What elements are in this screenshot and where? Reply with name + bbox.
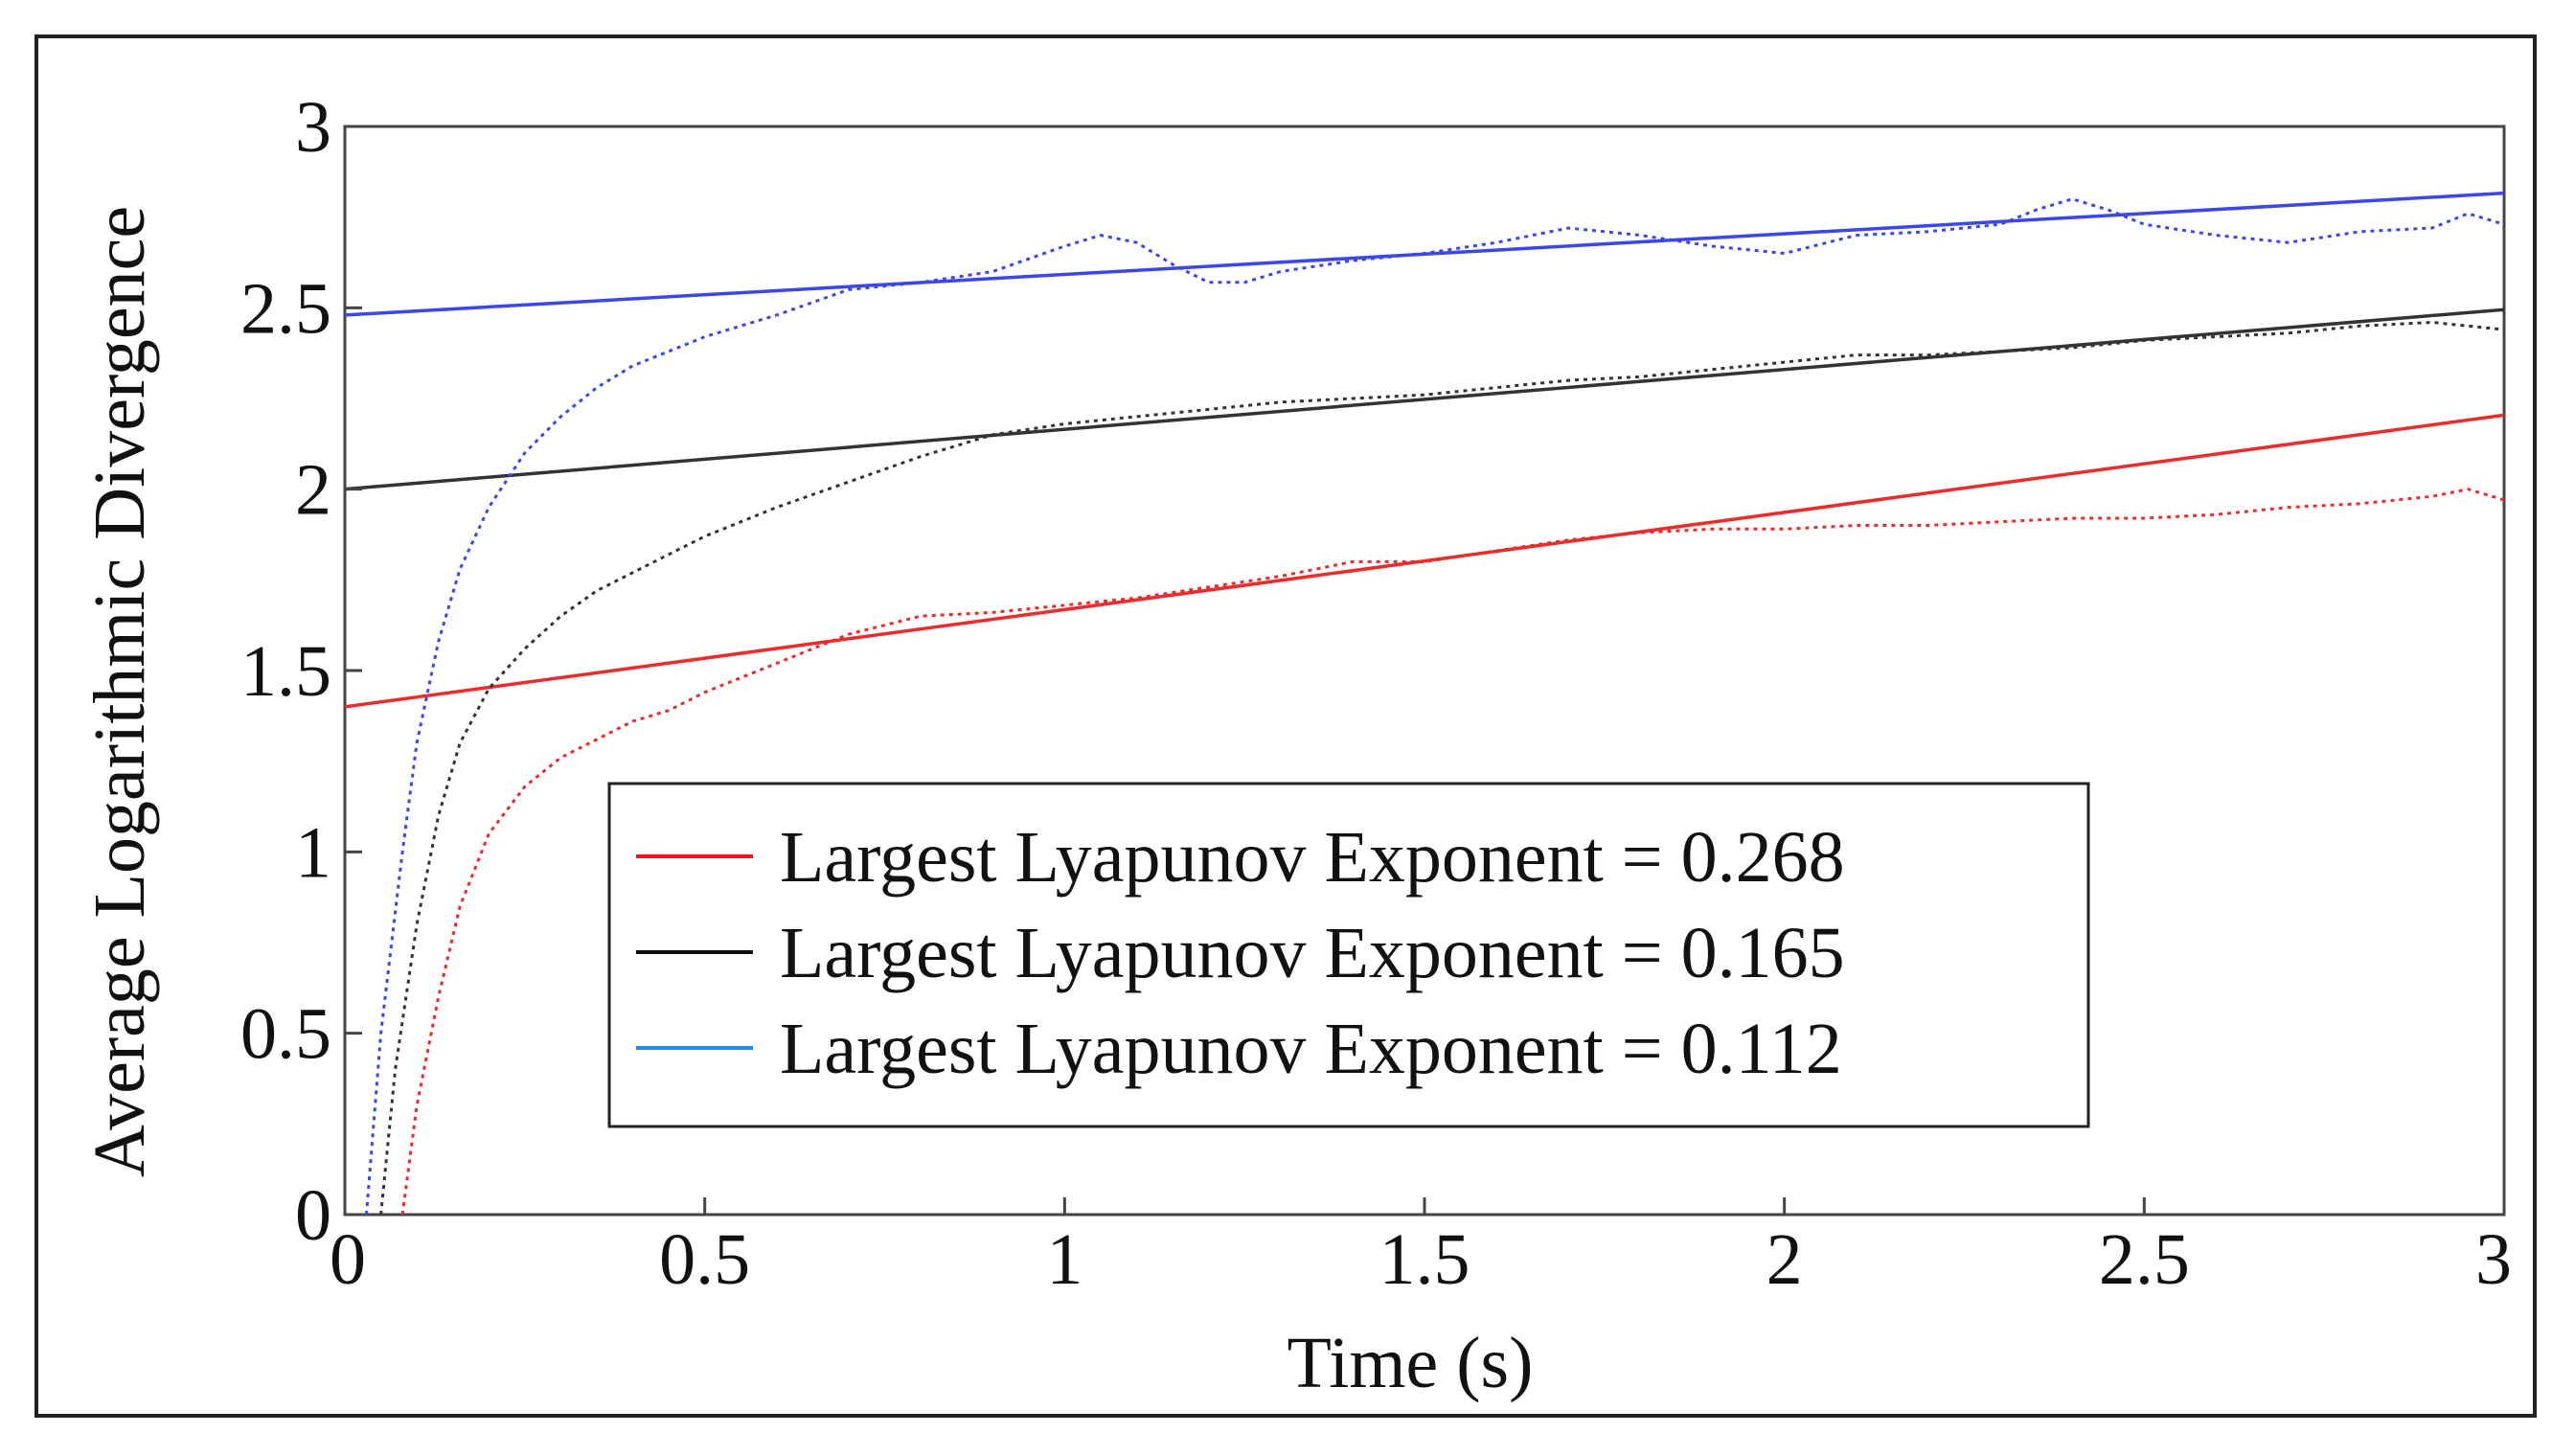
legend-label-1: Largest Lyapunov Exponent = 0.165 — [780, 913, 1845, 993]
y-axis-label: Average Logarithmic Divergence — [80, 206, 160, 1177]
series-layer — [345, 191, 2504, 1215]
x-tick-label: 0 — [330, 1219, 366, 1300]
legend-label-0: Largest Lyapunov Exponent = 0.268 — [780, 817, 1845, 898]
x-tick-label: 0.5 — [659, 1219, 750, 1300]
measured-line-1 — [379, 320, 2504, 1215]
x-axis-label: Time (s) — [1288, 1323, 1534, 1403]
y-tick-label: 2 — [295, 450, 331, 531]
y-tick-label: 0.5 — [240, 994, 331, 1075]
x-tick-label: 2 — [1766, 1219, 1803, 1300]
y-tick-label: 1 — [295, 812, 331, 893]
figure-frame — [34, 34, 2537, 1418]
legend: Largest Lyapunov Exponent = 0.268 Largest… — [607, 782, 2090, 1128]
x-tick-label: 3 — [2475, 1219, 2512, 1300]
fit-line-2 — [345, 191, 2504, 317]
x-tick-label: 1.5 — [1379, 1219, 1470, 1300]
y-tick-label: 1.5 — [240, 631, 331, 712]
y-tick-label: 2.5 — [240, 268, 331, 349]
y-tick-label: 3 — [295, 87, 331, 168]
x-tick-label: 2.5 — [2099, 1219, 2190, 1300]
y-tick-label: 0 — [295, 1175, 331, 1256]
legend-box — [607, 782, 2090, 1128]
axes-layer: 0 0.5 1 1.5 2 2.5 3 0 0.5 1 1.5 2 2.5 3 — [240, 87, 2512, 1300]
series-2 — [345, 191, 2504, 1215]
x-tick-label: 1 — [1046, 1219, 1082, 1300]
measured-line-0 — [400, 488, 2504, 1215]
series-0 — [345, 413, 2504, 1215]
measured-line-2 — [365, 197, 2504, 1215]
fit-line-0 — [345, 413, 2504, 709]
legend-label-2: Largest Lyapunov Exponent = 0.112 — [780, 1009, 1842, 1089]
series-1 — [345, 307, 2504, 1215]
fit-line-1 — [345, 307, 2504, 491]
